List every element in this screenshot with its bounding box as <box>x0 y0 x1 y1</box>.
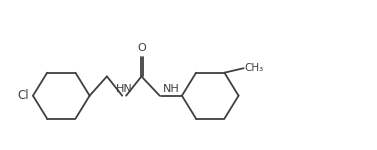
Text: HN: HN <box>116 84 133 94</box>
Text: CH₃: CH₃ <box>245 63 264 73</box>
Text: NH: NH <box>162 84 179 94</box>
Text: Cl: Cl <box>17 89 29 102</box>
Text: O: O <box>137 43 146 53</box>
